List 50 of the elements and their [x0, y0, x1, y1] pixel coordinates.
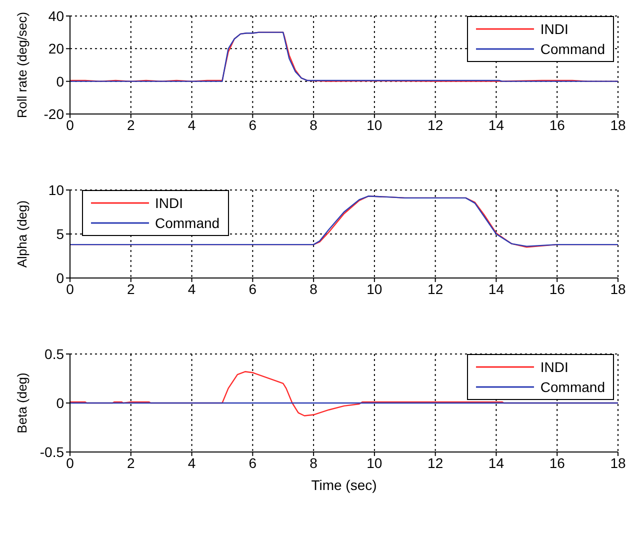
x-tick-label: 16	[549, 454, 566, 471]
y-tick-label: 0.5	[44, 346, 64, 362]
legend-label: INDI	[155, 194, 183, 213]
legend-label: Command	[540, 378, 605, 397]
x-tick-label: 8	[310, 280, 318, 297]
y-tick-label: 5	[56, 226, 64, 242]
legend-label: Command	[155, 214, 220, 233]
x-axis-title: Time (sec)	[311, 477, 377, 493]
x-tick-label: 0	[66, 454, 74, 471]
x-tick-label: 14	[488, 454, 504, 471]
x-tick-label: 10	[366, 280, 382, 297]
x-tick-label: 0	[66, 280, 74, 297]
x-tick-label: 6	[248, 280, 257, 297]
x-tick-label: 12	[428, 116, 444, 133]
legend-label: INDI	[540, 358, 568, 377]
y-axis-title: Alpha (deg)	[14, 200, 30, 268]
x-tick-label: 12	[428, 280, 444, 297]
x-tick-label: 18	[610, 454, 626, 471]
x-tick-label: 10	[366, 116, 382, 133]
x-tick-label: 16	[549, 280, 566, 297]
x-tick-label: 4	[188, 280, 196, 297]
y-tick-label: -0.5	[40, 444, 64, 460]
y-tick-label: 0	[56, 73, 64, 90]
x-tick-label: 14	[488, 116, 504, 133]
x-tick-label: 6	[248, 454, 257, 471]
x-tick-label: 10	[366, 454, 382, 471]
y-tick-label: 40	[48, 8, 64, 24]
x-tick-label: 18	[610, 280, 626, 297]
x-tick-label: 18	[610, 116, 626, 133]
y-tick-label: 0	[56, 270, 64, 286]
x-tick-label: 2	[126, 116, 135, 133]
x-tick-label: 16	[549, 116, 566, 133]
x-tick-label: 2	[126, 280, 135, 297]
y-tick-label: 0	[56, 394, 64, 411]
x-tick-label: 14	[488, 280, 504, 297]
x-tick-label: 8	[310, 116, 318, 133]
legend-label: INDI	[540, 20, 568, 39]
x-tick-label: 12	[428, 454, 444, 471]
x-tick-label: 2	[126, 454, 135, 471]
y-axis-title: Beta (deg)	[14, 372, 30, 434]
x-tick-label: 4	[188, 454, 196, 471]
y-tick-label: 10	[48, 182, 64, 198]
y-tick-label: 20	[48, 40, 64, 57]
legend-label: Command	[540, 40, 605, 59]
x-tick-label: 8	[310, 454, 318, 471]
x-tick-label: 0	[66, 116, 74, 133]
x-tick-label: 6	[248, 116, 257, 133]
x-tick-label: 4	[188, 116, 196, 133]
y-tick-label: -20	[44, 106, 64, 122]
y-axis-title: Roll rate (deg/sec)	[14, 12, 30, 118]
